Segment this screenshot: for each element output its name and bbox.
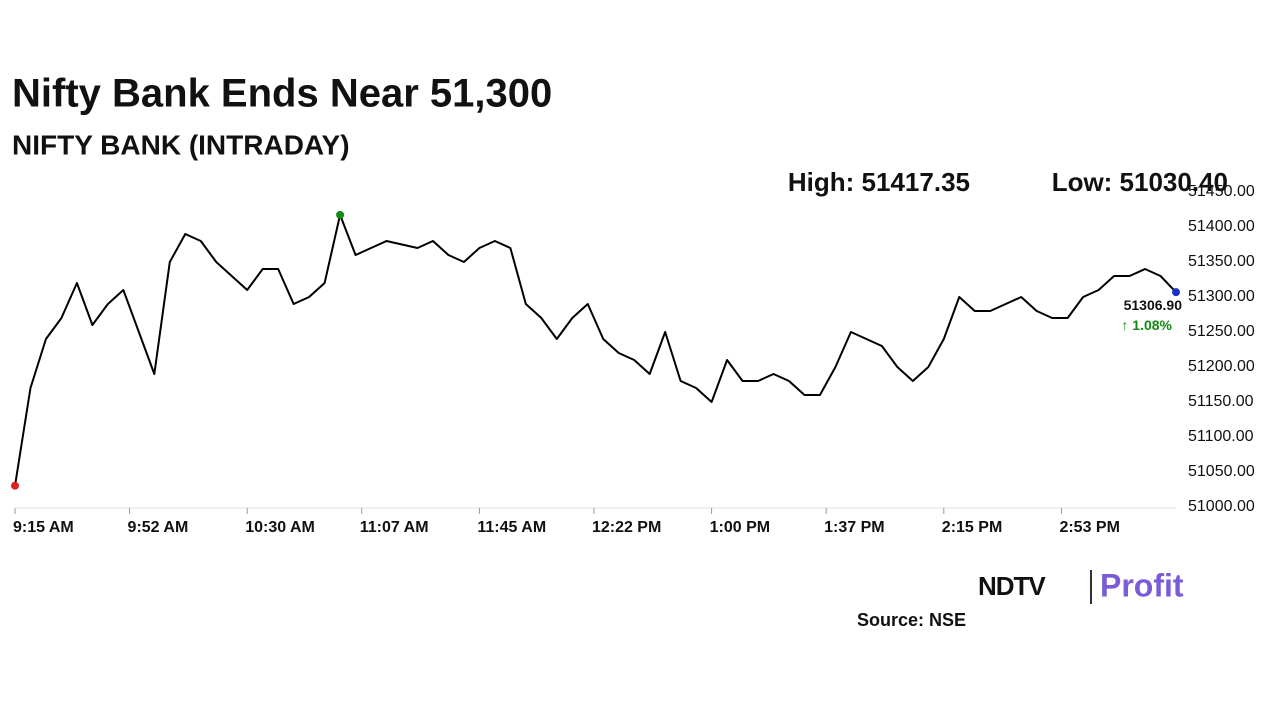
chart-title: Nifty Bank Ends Near 51,300 (12, 72, 552, 116)
low-marker (11, 481, 19, 490)
y-tick-label: 51250.00 (1188, 323, 1255, 340)
y-tick-label: 51300.00 (1188, 288, 1255, 305)
y-tick-label: 51150.00 (1188, 393, 1254, 410)
last-price-label: 51306.90 (1124, 297, 1183, 313)
last-marker (1172, 288, 1180, 297)
x-tick-label: 2:15 PM (942, 519, 1002, 536)
x-tick-label: 12:22 PM (592, 519, 661, 536)
price-line (14, 213, 1177, 486)
brand-ndtv: NDTV (978, 571, 1046, 601)
x-tick-label: 2:53 PM (1059, 519, 1119, 536)
y-tick-label: 51100.00 (1188, 428, 1254, 445)
high-marker (336, 210, 345, 219)
y-tick-label: 51400.00 (1188, 218, 1255, 235)
x-tick-label: 11:45 AM (477, 519, 546, 536)
y-tick-label: 51050.00 (1188, 463, 1255, 480)
x-tick-label: 1:00 PM (710, 519, 770, 536)
high-label: High: 51417.35 (788, 167, 970, 197)
y-tick-label: 51450.00 (1188, 183, 1255, 200)
y-tick-label: 51350.00 (1188, 253, 1255, 270)
x-tick-label: 11:07 AM (360, 519, 429, 536)
brand-profit: Profit (1100, 567, 1184, 603)
x-tick-label: 10:30 AM (245, 519, 315, 536)
chart-subtitle: NIFTY BANK (INTRADAY) (12, 129, 350, 160)
x-tick-label: 9:52 AM (128, 519, 189, 536)
x-tick-label: 9:15 AM (13, 519, 74, 536)
source: Source: NSE (857, 610, 966, 630)
x-tick-label: 1:37 PM (824, 519, 884, 536)
y-tick-label: 51000.00 (1188, 498, 1255, 515)
y-tick-label: 51200.00 (1188, 358, 1255, 375)
change-label: ↑ 1.08% (1121, 317, 1172, 333)
low-label: Low: 51030.40 (1052, 167, 1228, 197)
